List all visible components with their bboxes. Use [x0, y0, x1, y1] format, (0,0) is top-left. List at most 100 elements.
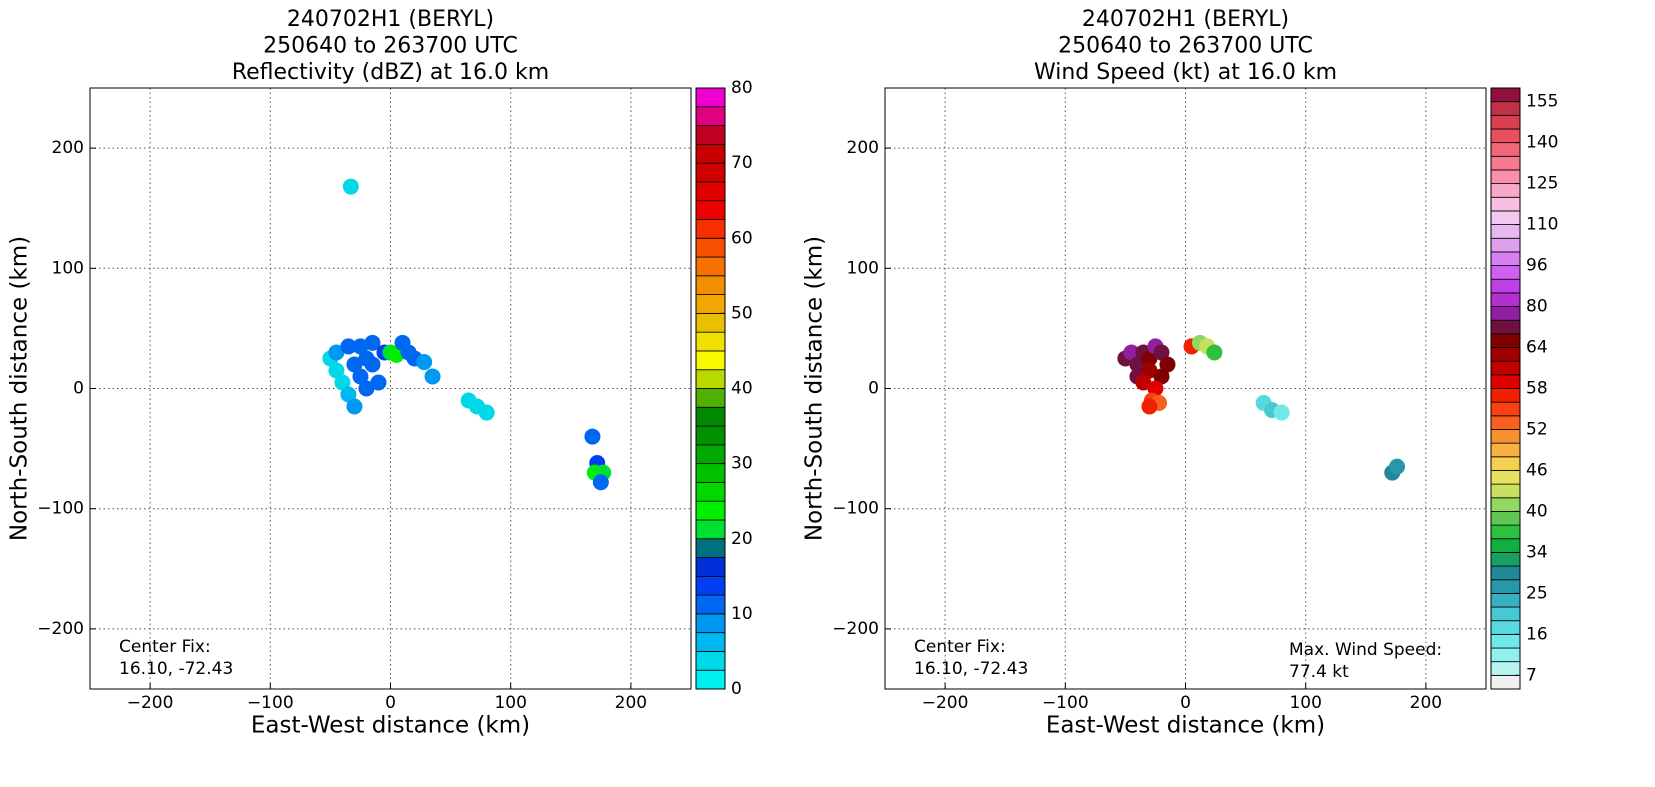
- colorbar-box: [1490, 292, 1521, 307]
- colorbar-tick-label: 0: [731, 679, 742, 699]
- chart-title: Reflectivity (dBZ) at 16.0 km: [232, 60, 549, 85]
- echo-cell: [346, 398, 363, 415]
- colorbar-box: [1490, 620, 1521, 635]
- echo-cell: [1389, 458, 1406, 475]
- echo-cell: [364, 356, 381, 373]
- echo-cell: [340, 338, 357, 355]
- echo-cell: [370, 374, 387, 391]
- colorbar-box: [695, 519, 726, 540]
- y-tick-label: −200: [832, 619, 879, 639]
- echo-cell: [328, 362, 345, 379]
- echo-cell: [478, 404, 495, 421]
- colorbar-box: [1490, 265, 1521, 280]
- chart-title: 250640 to 263700 UTC: [1058, 34, 1313, 59]
- echo-cell: [328, 344, 345, 361]
- colorbar-box: [695, 651, 726, 671]
- colorbar-box: [1490, 524, 1521, 540]
- y-tick-label: 100: [52, 258, 84, 278]
- colorbar-box: [695, 237, 726, 258]
- chart-title: Wind Speed (kt) at 16.0 km: [1034, 60, 1337, 85]
- colorbar-box: [695, 143, 726, 164]
- colorbar-box: [695, 406, 726, 427]
- colorbar-box: [1490, 456, 1521, 471]
- y-axis-label: North-South distance (km): [802, 236, 828, 541]
- colorbar-box: [695, 350, 726, 371]
- echo-cell: [1153, 368, 1170, 385]
- colorbar-box: [1490, 114, 1521, 130]
- colorbar-tick-label: 52: [1526, 419, 1548, 439]
- y-tick-label: 200: [52, 138, 84, 158]
- echo-cell: [388, 346, 405, 363]
- colorbar-tick-label: 58: [1526, 379, 1548, 399]
- colorbar-tick-label: 80: [1526, 297, 1548, 317]
- colorbar-tick-label: 96: [1526, 256, 1548, 276]
- echo-cell: [1273, 404, 1290, 421]
- annotation: Max. Wind Speed:: [1289, 640, 1442, 660]
- colorbar-box: [695, 275, 726, 295]
- plot-frame: [89, 87, 692, 690]
- y-tick-label: −100: [37, 499, 84, 519]
- y-tick-label: 200: [847, 138, 879, 158]
- colorbar-tick-label: 64: [1526, 338, 1548, 358]
- colorbar-box: [1490, 155, 1521, 171]
- colorbar-box: [695, 106, 726, 126]
- x-tick-label: −200: [127, 693, 174, 713]
- annotation: Center Fix:: [914, 637, 1006, 657]
- colorbar-box: [1490, 169, 1521, 185]
- colorbar-box: [1490, 415, 1521, 430]
- colorbar-tick-label: 30: [731, 454, 753, 474]
- colorbar-tick-label: 110: [1526, 215, 1558, 235]
- plot-frame: [884, 87, 1487, 690]
- colorbar-tick-label: 60: [731, 228, 753, 248]
- echo-cell: [340, 386, 357, 403]
- colorbar-box: [1490, 497, 1521, 512]
- colorbar-box: [1490, 210, 1521, 225]
- colorbar-box: [695, 294, 726, 314]
- x-tick-label: 200: [1410, 693, 1442, 713]
- colorbar-box: [695, 557, 726, 577]
- colorbar-box: [1490, 128, 1521, 144]
- chart-title: 240702H1 (BERYL): [1082, 7, 1289, 32]
- colorbar-tick-label: 20: [731, 529, 753, 549]
- chart-title: 240702H1 (BERYL): [287, 7, 494, 32]
- echo-cell: [1129, 356, 1146, 373]
- colorbar-box: [695, 575, 726, 596]
- echo-cell: [1141, 362, 1158, 379]
- colorbar-box: [695, 87, 726, 108]
- annotation: 16.10, -72.43: [119, 659, 233, 679]
- colorbar-box: [1490, 374, 1521, 389]
- echo-cell: [1153, 344, 1170, 361]
- y-axis-label: North-South distance (km): [7, 236, 33, 541]
- colorbar-frame: [695, 87, 726, 690]
- y-tick-label: 0: [73, 379, 84, 399]
- colorbar-box: [1490, 552, 1521, 567]
- echo-cell: [334, 374, 351, 391]
- chart-title: 250640 to 263700 UTC: [263, 34, 518, 59]
- colorbar-tick-label: 125: [1526, 174, 1558, 194]
- colorbar-box: [1490, 661, 1521, 676]
- annotation: 77.4 kt: [1289, 662, 1349, 682]
- colorbar-box: [1490, 196, 1521, 212]
- x-tick-label: −100: [247, 693, 294, 713]
- colorbar-box: [695, 388, 726, 408]
- echo-cell: [352, 368, 369, 385]
- y-tick-label: −200: [37, 619, 84, 639]
- colorbar-box: [1490, 319, 1521, 335]
- colorbar-box: [695, 425, 726, 446]
- colorbar-box: [1490, 306, 1521, 321]
- echo-cell: [1147, 380, 1164, 397]
- annotation: Center Fix:: [119, 637, 211, 657]
- echo-cell: [1141, 398, 1158, 415]
- echo-cell: [364, 334, 381, 351]
- echo-cell: [416, 354, 433, 371]
- x-tick-label: 0: [1180, 693, 1191, 713]
- colorbar-box: [695, 444, 726, 465]
- colorbar-box: [1490, 538, 1521, 553]
- colorbar-box: [1490, 565, 1521, 581]
- colorbar-box: [695, 463, 726, 483]
- x-axis-label: East-West distance (km): [251, 713, 530, 739]
- colorbar-box: [1490, 470, 1521, 485]
- colorbar-box: [1490, 511, 1521, 526]
- colorbar-box: [695, 594, 726, 615]
- echo-cell: [1159, 356, 1176, 373]
